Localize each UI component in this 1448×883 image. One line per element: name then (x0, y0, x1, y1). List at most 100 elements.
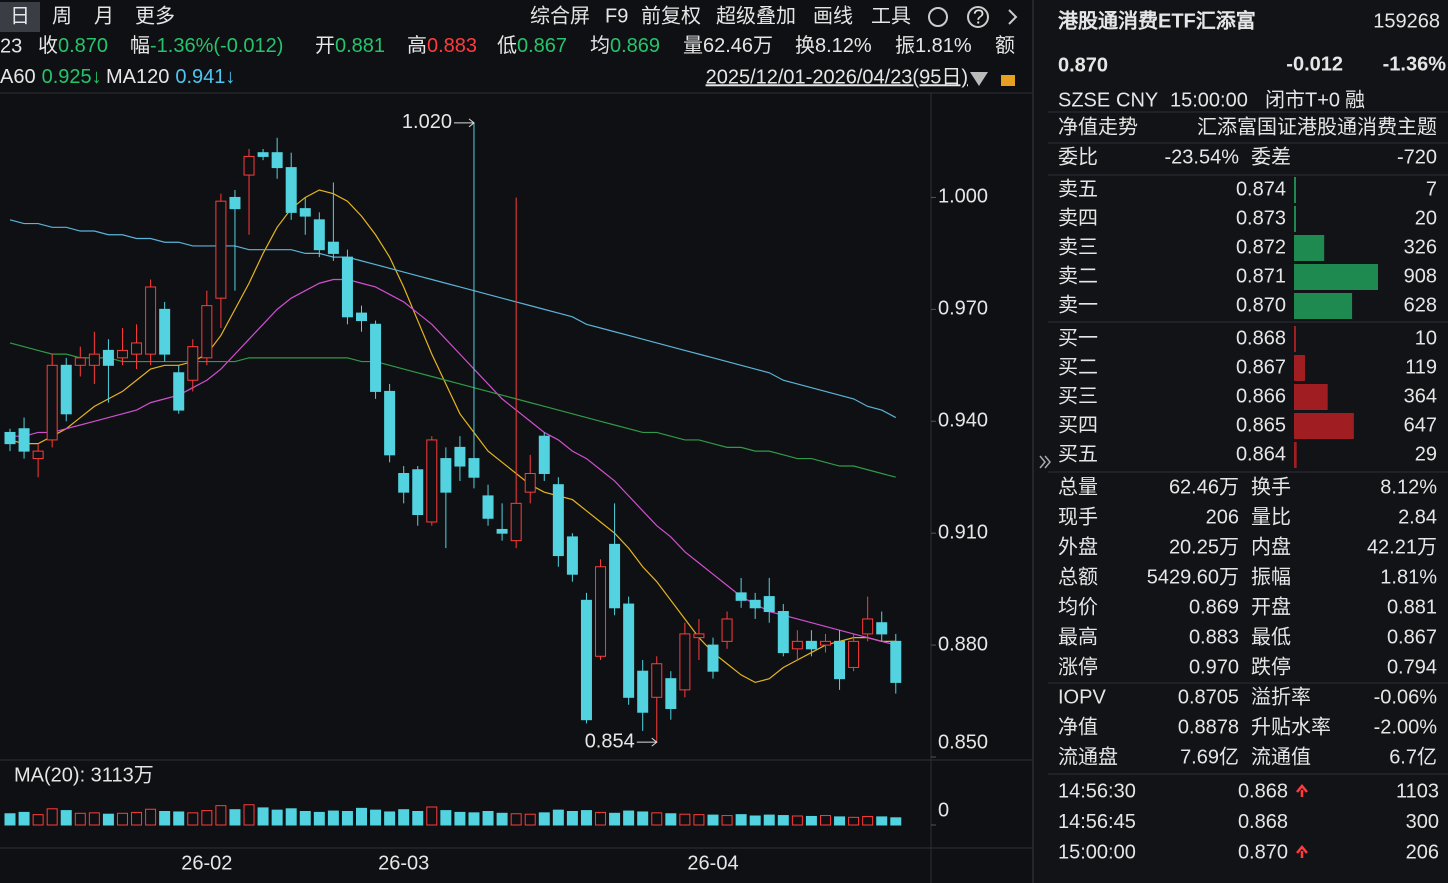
help-icon[interactable] (967, 6, 989, 28)
stat-label: 均价 (1058, 595, 1098, 618)
candle-body (524, 472, 536, 493)
tool-button[interactable]: 前复权 (641, 4, 701, 27)
tab[interactable]: 日 (10, 5, 30, 27)
dropdown-icon[interactable] (970, 72, 988, 86)
book-volume: 364 (1404, 385, 1437, 407)
candle-body (468, 458, 480, 478)
annotation-arrow (651, 737, 658, 747)
stat-label: 总量 (1058, 475, 1098, 498)
info-item: 额 (995, 34, 1015, 57)
candle-body (510, 502, 522, 542)
book-volume: 326 (1404, 236, 1437, 258)
stat-label: 内盘 (1251, 535, 1291, 558)
candle-body (229, 196, 241, 210)
tool-button[interactable]: 超级叠加 (716, 4, 796, 27)
volume-bar (637, 811, 649, 826)
info-item: 换8.12% (795, 34, 872, 57)
candle-body (862, 618, 874, 635)
quote-meta: CNY (1116, 89, 1158, 111)
book-label: 买四 (1058, 414, 1098, 436)
candle-body (243, 155, 255, 176)
book-bar (1294, 413, 1354, 439)
trade-volume: 206 (1406, 841, 1439, 863)
trade-volume: 300 (1406, 811, 1439, 833)
book-bar (1294, 384, 1328, 410)
book-bar (1294, 326, 1296, 352)
ma-line (9, 219, 897, 419)
info-label: 高 (407, 34, 427, 57)
volume-bar (595, 811, 607, 826)
volume-bar (623, 810, 635, 826)
info-item: 振1.81% (895, 34, 972, 57)
candle-body (74, 357, 86, 366)
candle-body (201, 305, 213, 359)
stat-label: 流通值 (1251, 745, 1311, 768)
stat-value: 0.867 (1387, 626, 1437, 648)
settings-icon[interactable] (928, 7, 948, 27)
info-label: 收 (38, 34, 58, 57)
candle-body (398, 472, 410, 493)
volume-bar (566, 811, 578, 826)
range-text[interactable]: 2025/12/01-2026/04/23(95日) (706, 66, 968, 88)
book-price: 0.865 (1236, 414, 1286, 436)
volume-bar (496, 812, 508, 826)
book-volume: 908 (1404, 265, 1437, 287)
book-label: 买一 (1058, 327, 1098, 349)
candle-body (777, 611, 789, 654)
volume-bar (707, 814, 719, 826)
collapse-icon[interactable] (1039, 455, 1051, 469)
stat-label: 现手 (1058, 505, 1098, 528)
last-price: 0.870 (1058, 54, 1108, 76)
info-label: 换 (795, 34, 815, 57)
candle-body (60, 364, 72, 415)
candle-body (187, 346, 199, 381)
book-price: 0.871 (1236, 265, 1286, 287)
next-icon[interactable] (1008, 9, 1018, 25)
ma-line (9, 189, 896, 684)
volume-bar (735, 814, 747, 826)
book-label: 卖三 (1058, 235, 1098, 258)
tool-button[interactable]: 画线 (813, 4, 853, 27)
volume-bar (88, 812, 100, 826)
book-volume: 628 (1404, 294, 1437, 316)
info-value: -1.36%(-0.012) (150, 35, 283, 57)
nav-link[interactable]: 净值走势 (1058, 115, 1138, 138)
stat-label: 最低 (1251, 625, 1291, 648)
book-volume: 647 (1404, 414, 1437, 436)
volume-bar (805, 815, 817, 826)
info-lead: 23 (0, 35, 22, 57)
volume-bar (145, 808, 157, 826)
volume-bar (159, 811, 171, 826)
candle-body (637, 670, 649, 713)
ma-line (10, 278, 896, 646)
tab[interactable]: 周 (52, 5, 72, 27)
candle-body (88, 353, 100, 366)
volume-bar (271, 809, 283, 826)
info-value: 0.867 (517, 35, 567, 57)
tab[interactable]: 更多 (135, 4, 175, 27)
volume-bar (102, 813, 114, 826)
tab[interactable]: 月 (94, 5, 114, 27)
candle-body (215, 200, 227, 299)
info-item: 量62.46万 (683, 35, 773, 57)
info-label: 振 (895, 34, 915, 57)
book-price: 0.866 (1236, 385, 1286, 407)
info-item: 高0.883 (407, 34, 477, 57)
candle-body (341, 256, 353, 318)
volume-bar (834, 816, 846, 826)
lock-icon[interactable] (1001, 75, 1015, 86)
volume-bar (876, 816, 888, 826)
help-glyph: ? (973, 6, 984, 28)
info-value: 1.81% (915, 35, 972, 57)
tool-button[interactable]: 综合屏 (530, 4, 590, 27)
volume-bar (285, 808, 297, 826)
stat-value: 42.21万 (1367, 536, 1437, 558)
tool-button[interactable]: 工具 (871, 5, 911, 27)
y-tick-label: 0.850 (938, 731, 988, 753)
tab-selected-bg (0, 2, 40, 32)
volume-bar (848, 816, 860, 826)
ma-value: 0.925↓ (42, 66, 102, 88)
candle-body (18, 428, 30, 452)
volume-bar (426, 806, 438, 826)
tool-button[interactable]: F9 (605, 5, 628, 27)
